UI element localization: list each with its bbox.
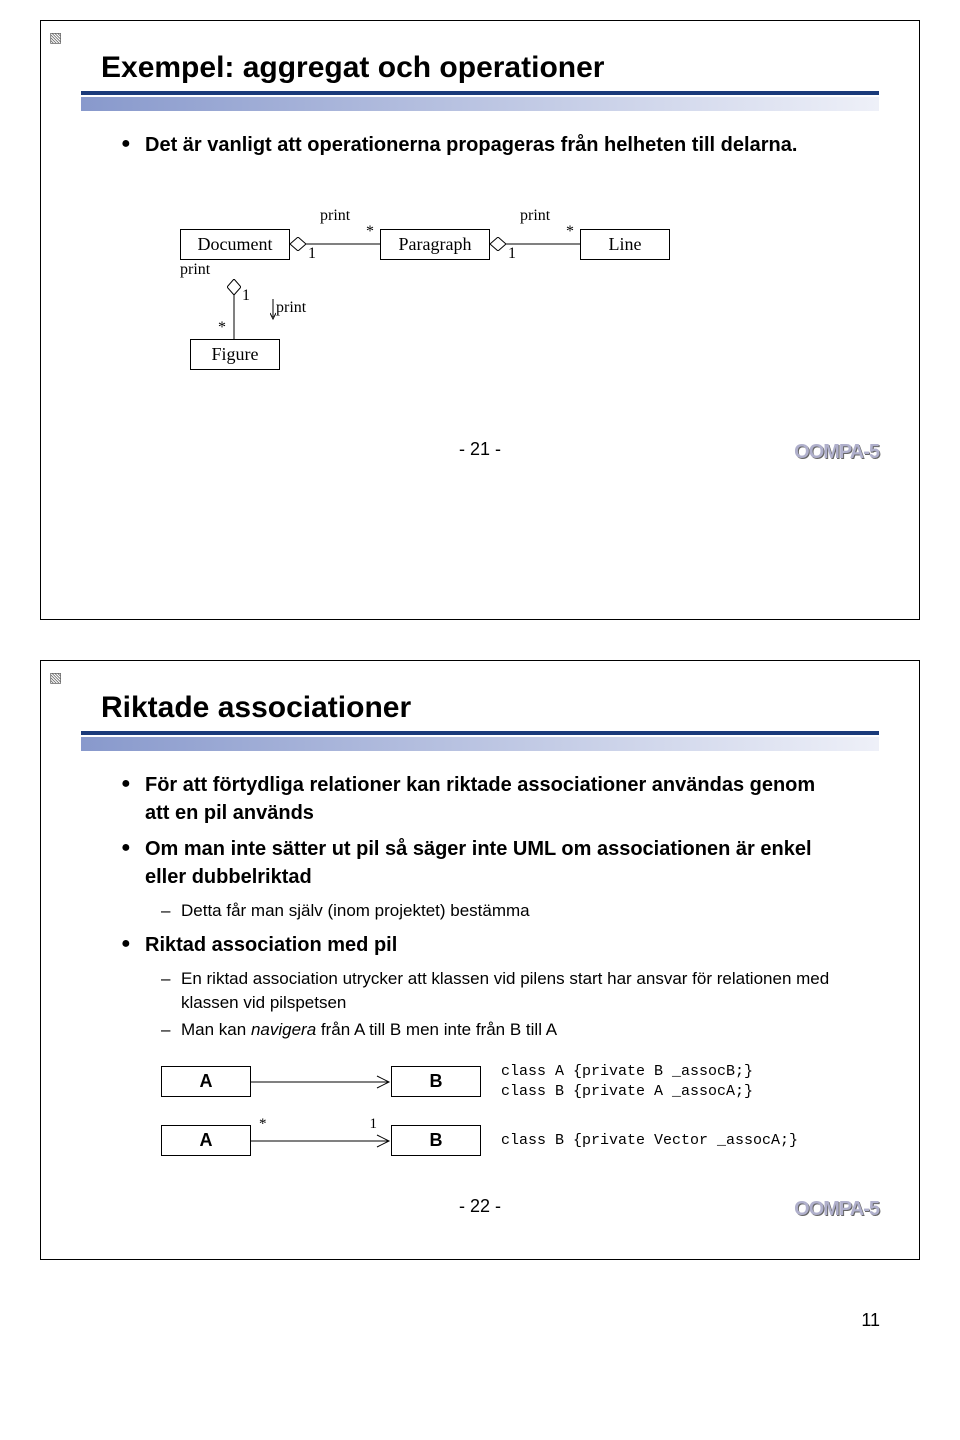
arrow-down-icon: [270, 299, 276, 321]
uml-label-print: print: [320, 207, 350, 225]
arrow-icon: [251, 1075, 391, 1089]
uml-mult-star: *: [566, 223, 574, 241]
class-box-b: B: [391, 1125, 481, 1156]
uml-line: [233, 295, 235, 339]
corner-icon: ▧: [49, 669, 62, 686]
bullet-sub-text: Detta får man själv (inom projektet) bes…: [161, 899, 839, 923]
diamond-icon: [227, 279, 241, 295]
footer-logo: OOMPA-5: [794, 1198, 879, 1221]
slide-title: Riktade associationer: [101, 691, 879, 725]
class-box-a: A: [161, 1125, 251, 1156]
uml-mult-star: *: [366, 223, 374, 241]
uml-class-figure: Figure: [190, 339, 280, 370]
mult-one: 1: [370, 1116, 378, 1133]
uml-diagram: Document print 1 * print Paragraph 1 * p…: [180, 189, 780, 409]
uml-class-line: Line: [580, 229, 670, 260]
uml-mult-one: 1: [308, 245, 316, 263]
title-bar: [81, 91, 879, 95]
italic-text: navigera: [251, 1020, 316, 1039]
code-line: class B {private Vector _assocA;}: [501, 1131, 798, 1151]
mult-star: *: [259, 1116, 267, 1133]
footer-page-num: - 22 -: [459, 1196, 501, 1216]
uml-line: [506, 243, 580, 245]
bullet-sub-text: En riktad association utrycker att klass…: [161, 967, 839, 1015]
class-box-b: B: [391, 1066, 481, 1097]
text-span: Man kan: [181, 1020, 251, 1039]
slide-22: ▧ Riktade associationer För att förtydli…: [40, 660, 920, 1260]
bullet-sub-text: Man kan navigera från A till B men inte …: [161, 1018, 839, 1042]
slide-title: Exempel: aggregat och operationer: [101, 51, 879, 85]
code-text: class B {private Vector _assocA;}: [501, 1131, 798, 1151]
title-gradient: [81, 97, 879, 111]
bullet-text: Om man inte sätter ut pil så säger inte …: [121, 835, 839, 891]
uml-mult-one: 1: [508, 245, 516, 263]
bullet-text: Det är vanligt att operationerna propage…: [121, 131, 839, 159]
code-line: class A {private B _assocB;}: [501, 1062, 753, 1082]
uml-mult-one: 1: [242, 287, 250, 305]
bullet-text: För att förtydliga relationer kan riktad…: [121, 771, 839, 827]
uml-line: [306, 243, 380, 245]
slide-21: ▧ Exempel: aggregat och operationer Det …: [40, 20, 920, 620]
uml-label-print: print: [520, 207, 550, 225]
title-gradient: [81, 737, 879, 751]
page-number: 11: [40, 1300, 920, 1351]
bullet-text: Riktad association med pil: [121, 931, 839, 959]
uml-class-document: Document: [180, 229, 290, 260]
footer-logo: OOMPA-5: [794, 441, 879, 464]
footer-page-num: - 21 -: [459, 439, 501, 459]
uml-label-print: print: [276, 299, 306, 317]
arrow-icon: [251, 1134, 391, 1148]
diamond-icon: [490, 237, 506, 251]
uml-class-paragraph: Paragraph: [380, 229, 490, 260]
slide-footer: - 21 - OOMPA-5: [81, 439, 879, 460]
diamond-icon: [290, 237, 306, 251]
text-span: från A till B men inte från B till A: [316, 1020, 557, 1039]
code-text: class A {private B _assocB;} class B {pr…: [501, 1062, 753, 1101]
slide-footer: - 22 - OOMPA-5: [81, 1196, 879, 1217]
corner-icon: ▧: [49, 29, 62, 46]
class-box-a: A: [161, 1066, 251, 1097]
code-line: class B {private A _assocA;}: [501, 1082, 753, 1102]
uml-mult-star: *: [218, 319, 226, 337]
uml-label-print: print: [180, 261, 210, 279]
title-bar: [81, 731, 879, 735]
